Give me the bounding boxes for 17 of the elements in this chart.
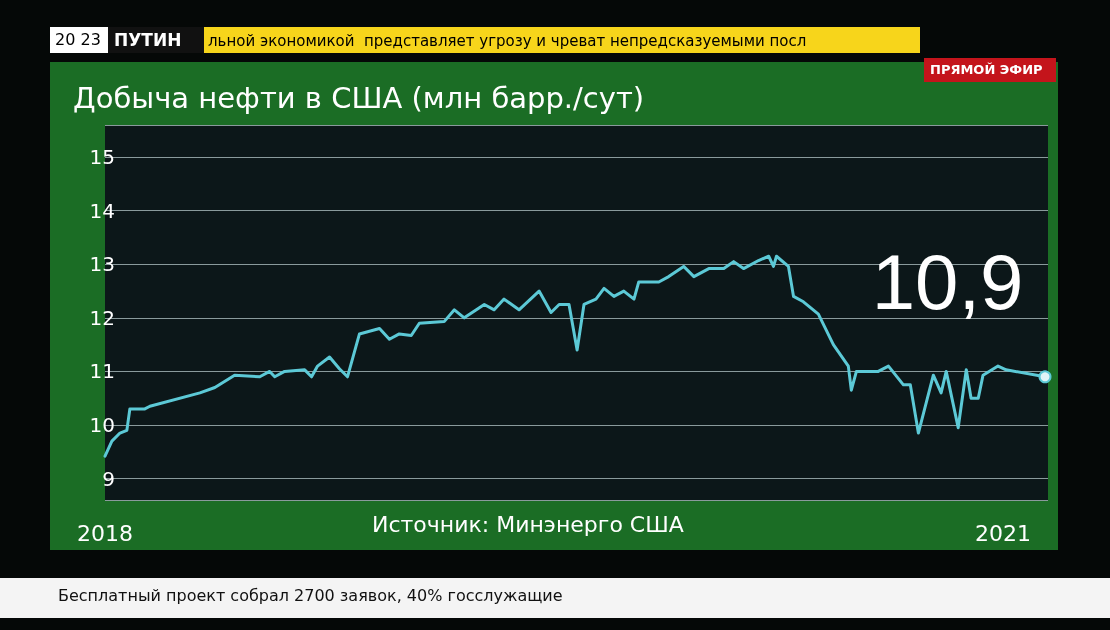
text: Источник: Минэнерго США [372, 511, 684, 537]
y-tick-label: 15 [89, 145, 115, 170]
text: ПУТИН [114, 29, 182, 50]
text: 20 23 [55, 29, 101, 49]
y-tick-label: 9 [102, 466, 115, 491]
y-tick-label: 11 [89, 359, 115, 384]
y-tick-label: 13 [89, 252, 115, 277]
text: льной экономикой представляет угрозу и чреват непредсказуемыми посл [208, 31, 807, 50]
y-tick-label: 14 [89, 198, 115, 223]
y-tick-label: 12 [89, 305, 115, 330]
y-tick-label: 10 [89, 413, 115, 437]
annotation: 10,9 [871, 237, 1024, 326]
chart-title: Добыча нефти в США (млн барр./сут) [73, 80, 645, 115]
x-tick-label: 2021 [975, 520, 1032, 546]
text: Бесплатный проект собрал 2700 заявок, 40% госслужащие [58, 585, 563, 605]
x-tick-label: 2018 [77, 520, 133, 546]
text: ПРЯМОЙ ЭФИР [930, 62, 1043, 77]
